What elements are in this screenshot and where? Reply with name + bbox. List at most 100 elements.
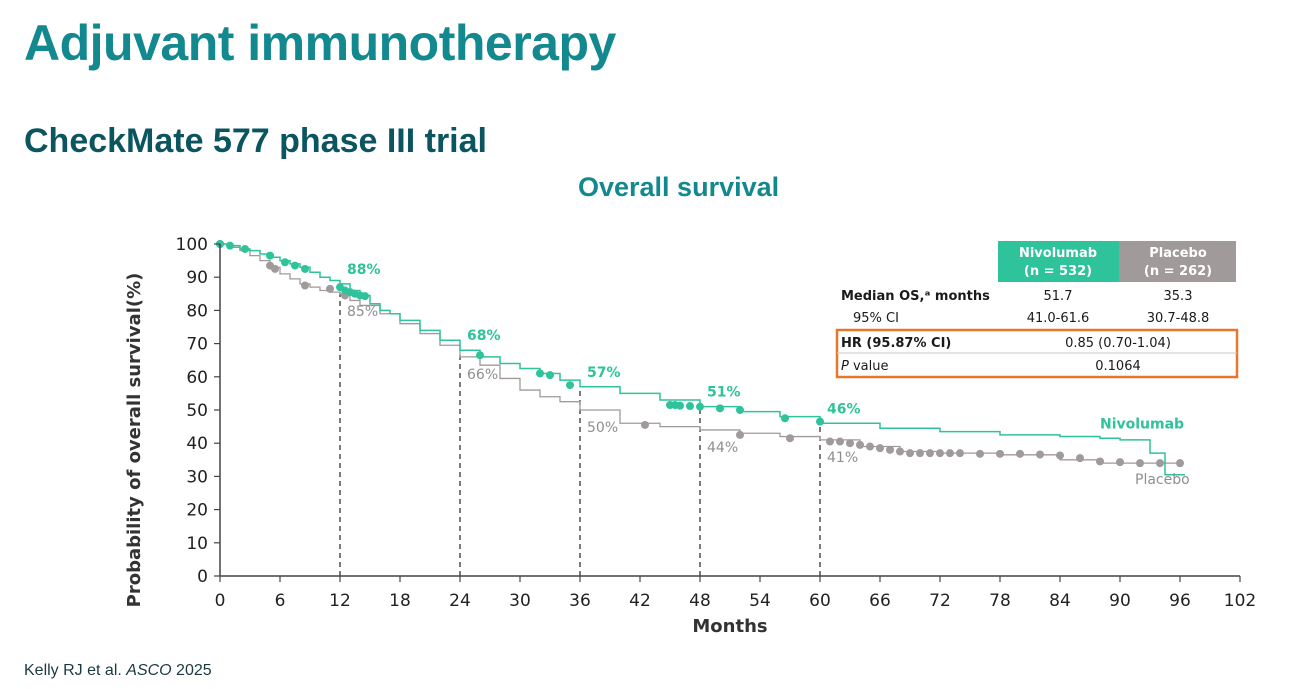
placebo-censor-mark bbox=[886, 445, 894, 454]
placebo-series-label: Placebo bbox=[1135, 472, 1190, 488]
placebo-censor-mark bbox=[1016, 449, 1024, 458]
placebo-censor-mark bbox=[1156, 459, 1164, 468]
placebo-censor-mark bbox=[846, 439, 854, 448]
nivolumab-censor-mark bbox=[281, 258, 289, 267]
placebo-censor-mark bbox=[826, 437, 834, 446]
nivolumab-series-label: Nivolumab bbox=[1100, 416, 1184, 432]
x-tick-label: 102 bbox=[1224, 591, 1256, 611]
placebo-censor-mark bbox=[1136, 459, 1144, 468]
x-tick-label: 0 bbox=[215, 591, 226, 611]
hr-value: 0.85 (0.70-1.04) bbox=[1065, 336, 1171, 351]
y-tick-label: 60 bbox=[186, 368, 208, 388]
x-tick-label: 36 bbox=[569, 591, 591, 611]
y-tick-label: 10 bbox=[186, 534, 208, 554]
nivolumab-censor-mark bbox=[566, 381, 574, 390]
placebo-censor-mark bbox=[836, 437, 844, 446]
nivolumab-censor-mark bbox=[241, 244, 249, 253]
nivolumab-censor-mark bbox=[266, 251, 274, 260]
placebo-censor-mark bbox=[926, 449, 934, 458]
placebo-censor-mark bbox=[976, 449, 984, 458]
nivolumab-landmark-label: 46% bbox=[827, 401, 861, 417]
x-tick-label: 90 bbox=[1109, 591, 1131, 611]
placebo-censor-mark bbox=[856, 440, 864, 449]
placebo-censor-mark bbox=[1116, 458, 1124, 467]
placebo-landmark-label: 50% bbox=[587, 420, 618, 436]
y-tick-label: 50 bbox=[186, 401, 208, 421]
results-table: Nivolumab (n = 532) Placebo (n = 262) Me… bbox=[835, 241, 1239, 379]
ci-label: 95% CI bbox=[853, 311, 899, 326]
placebo-landmark-label: 66% bbox=[467, 367, 498, 383]
nivolumab-censor-mark bbox=[226, 241, 234, 250]
slide-title: Adjuvant immunotherapy bbox=[24, 15, 616, 71]
placebo-header-cell bbox=[1119, 241, 1236, 282]
x-tick-label: 12 bbox=[329, 591, 351, 611]
nivolumab-censor-mark bbox=[686, 402, 694, 411]
x-tick-label: 48 bbox=[689, 591, 711, 611]
placebo-censor-mark bbox=[1176, 459, 1184, 468]
x-axis-label: Months bbox=[692, 616, 767, 637]
nivolumab-landmark-label: 57% bbox=[587, 365, 621, 381]
hr-label: HR (95.87% CI) bbox=[841, 336, 951, 351]
nivolumab-landmark-label: 88% bbox=[347, 262, 381, 278]
slide-subtitle: CheckMate 577 phase III trial bbox=[24, 122, 487, 160]
placebo-censor-mark bbox=[1036, 450, 1044, 459]
x-tick-label: 54 bbox=[749, 591, 771, 611]
placebo-censor-mark bbox=[786, 434, 794, 443]
nivolumab-censor-mark bbox=[361, 292, 369, 301]
y-tick-label: 30 bbox=[186, 467, 208, 487]
placebo-header: Placebo bbox=[1149, 246, 1207, 261]
placebo-censor-mark bbox=[641, 420, 649, 429]
x-tick-label: 78 bbox=[989, 591, 1011, 611]
x-tick-label: 66 bbox=[869, 591, 891, 611]
x-tick-label: 6 bbox=[275, 591, 286, 611]
nivolumab-censor-mark bbox=[696, 402, 704, 411]
nivolumab-censor-mark bbox=[676, 401, 684, 410]
placebo-landmark-label: 44% bbox=[707, 440, 738, 456]
x-tick-label: 24 bbox=[449, 591, 471, 611]
nivolumab-n: (n = 532) bbox=[1024, 264, 1092, 279]
placebo-censor-mark bbox=[866, 442, 874, 451]
nivolumab-censor-mark bbox=[781, 414, 789, 423]
x-tick-label: 72 bbox=[929, 591, 951, 611]
placebo-censor-mark bbox=[326, 284, 334, 293]
x-tick-label: 30 bbox=[509, 591, 531, 611]
y-tick-label: 100 bbox=[176, 235, 208, 255]
nivolumab-landmark-label: 68% bbox=[467, 328, 501, 344]
nivolumab-landmark-label: 51% bbox=[707, 385, 741, 401]
y-tick-label: 90 bbox=[186, 268, 208, 288]
nivolumab-censor-mark bbox=[301, 264, 309, 273]
median-os-nivolumab: 51.7 bbox=[1044, 289, 1073, 304]
citation: Kelly RJ et al. ASCO 2025 bbox=[24, 662, 212, 679]
placebo-landmark-label: 85% bbox=[347, 304, 378, 320]
placebo-censor-mark bbox=[1076, 454, 1084, 463]
nivolumab-censor-mark bbox=[476, 351, 484, 360]
x-tick-label: 60 bbox=[809, 591, 831, 611]
p-value-label: P value bbox=[841, 359, 889, 374]
x-tick-label: 84 bbox=[1049, 591, 1071, 611]
ci-nivolumab: 41.0-61.6 bbox=[1027, 311, 1090, 326]
placebo-censor-mark bbox=[1056, 451, 1064, 460]
y-tick-label: 80 bbox=[186, 301, 208, 321]
placebo-censor-mark bbox=[1096, 457, 1104, 466]
placebo-censor-mark bbox=[271, 264, 279, 273]
y-tick-label: 20 bbox=[186, 501, 208, 521]
x-tick-label: 96 bbox=[1169, 591, 1191, 611]
x-tick-label: 18 bbox=[389, 591, 411, 611]
y-axis-label: Probability of overall survival(%) bbox=[124, 273, 145, 608]
placebo-censor-mark bbox=[946, 449, 954, 458]
nivolumab-header: Nivolumab bbox=[1019, 246, 1097, 261]
placebo-censor-mark bbox=[876, 444, 884, 453]
placebo-censor-mark bbox=[896, 447, 904, 456]
median-os-placebo: 35.3 bbox=[1164, 289, 1193, 304]
placebo-n: (n = 262) bbox=[1144, 264, 1212, 279]
nivolumab-censor-mark bbox=[716, 404, 724, 413]
placebo-censor-mark bbox=[996, 449, 1004, 458]
placebo-landmark-label: 41% bbox=[827, 450, 858, 466]
nivolumab-censor-mark bbox=[546, 371, 554, 380]
placebo-censor-mark bbox=[736, 430, 744, 439]
nivolumab-header-cell bbox=[998, 241, 1119, 282]
placebo-censor-mark bbox=[301, 281, 309, 290]
nivolumab-censor-mark bbox=[291, 261, 299, 270]
nivolumab-censor-mark bbox=[736, 406, 744, 414]
